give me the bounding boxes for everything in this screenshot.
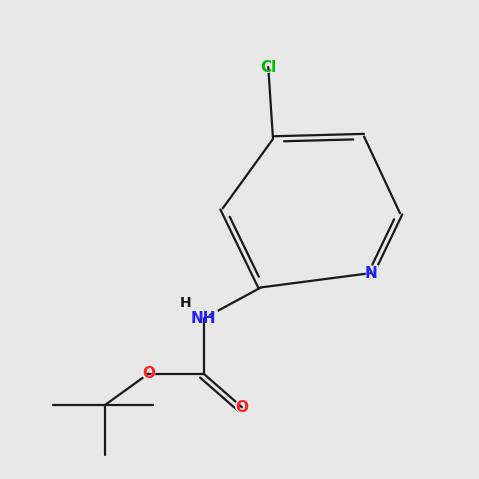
- Text: O: O: [140, 364, 157, 383]
- Text: N: N: [363, 263, 379, 283]
- Text: O: O: [235, 399, 249, 415]
- Text: H: H: [178, 294, 193, 312]
- Text: NH: NH: [191, 311, 217, 326]
- Text: Cl: Cl: [258, 57, 279, 77]
- Text: N: N: [365, 265, 377, 281]
- Text: NH: NH: [187, 309, 220, 328]
- Text: H: H: [180, 296, 191, 310]
- Text: O: O: [234, 398, 250, 417]
- Text: O: O: [142, 366, 155, 381]
- Text: Cl: Cl: [260, 59, 276, 75]
